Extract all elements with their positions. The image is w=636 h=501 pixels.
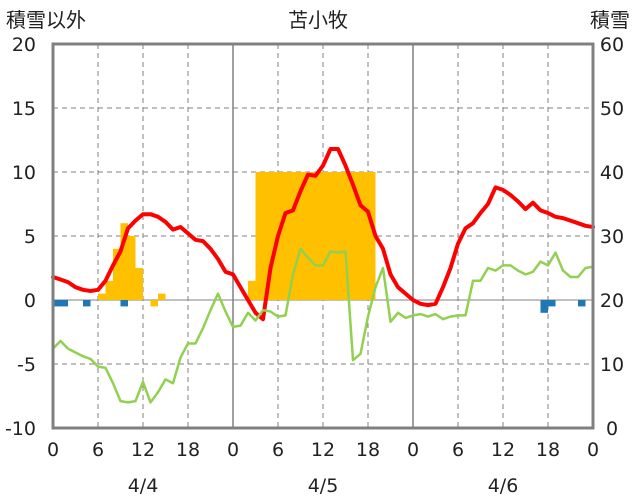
green-series-line bbox=[51, 247, 595, 404]
right-y-tick-label: 0 bbox=[606, 418, 618, 440]
snow-bar bbox=[315, 172, 323, 300]
right-axis-label: 積雪 bbox=[590, 8, 630, 32]
right-y-tick-label: 30 bbox=[600, 226, 624, 248]
snow-bar bbox=[345, 172, 353, 300]
x-tick-label: 12 bbox=[491, 439, 515, 461]
snow-depth-bars bbox=[98, 172, 376, 307]
snow-bar bbox=[113, 248, 121, 300]
x-tick-label: 0 bbox=[587, 439, 599, 461]
right-y-ticks: 60 50 40 30 20 10 0 bbox=[600, 34, 624, 440]
right-y-tick-label: 50 bbox=[600, 98, 624, 120]
red-series-line bbox=[51, 147, 595, 322]
chart-title: 苫小牧 bbox=[288, 8, 348, 32]
left-axis-label: 積雪以外 bbox=[6, 8, 86, 32]
snow-bar bbox=[308, 172, 316, 300]
precip-bar bbox=[53, 300, 61, 307]
left-y-ticks: 20 15 10 5 0 -5 -10 bbox=[5, 34, 36, 440]
x-tick-label: 0 bbox=[47, 439, 59, 461]
snow-bar bbox=[135, 268, 143, 300]
x-tick-label: 6 bbox=[92, 439, 104, 461]
snow-bar bbox=[330, 172, 338, 300]
precip-bar bbox=[120, 300, 128, 307]
plot-frame bbox=[51, 42, 595, 430]
right-y-tick-label: 60 bbox=[600, 34, 624, 56]
left-y-tick-label: 5 bbox=[24, 226, 36, 248]
left-y-tick-label: -5 bbox=[17, 354, 36, 376]
x-tick-label: 6 bbox=[452, 439, 464, 461]
snow-bar bbox=[293, 172, 301, 300]
x-tick-label: 6 bbox=[272, 439, 284, 461]
x-ticks: 0 6 12 18 0 6 12 18 0 6 12 18 0 bbox=[47, 439, 599, 461]
snow-bar bbox=[248, 280, 256, 300]
right-y-tick-label: 40 bbox=[600, 162, 624, 184]
snow-bar bbox=[158, 293, 166, 300]
x-tick-label: 12 bbox=[311, 439, 335, 461]
precip-bar bbox=[540, 300, 548, 313]
left-y-tick-label: 15 bbox=[12, 98, 36, 120]
frame-border bbox=[51, 42, 595, 430]
snow-bar bbox=[323, 172, 331, 300]
snow-bar bbox=[278, 172, 286, 300]
x-tick-label: 18 bbox=[176, 439, 200, 461]
snow-bar bbox=[270, 172, 278, 300]
precip-bar bbox=[60, 300, 68, 307]
right-y-tick-label: 20 bbox=[600, 290, 624, 312]
x-tick-label: 18 bbox=[356, 439, 380, 461]
precip-bar bbox=[83, 300, 91, 307]
snow-bar bbox=[128, 236, 136, 300]
precipitation-bars bbox=[53, 300, 586, 313]
left-y-tick-label: -10 bbox=[5, 418, 36, 440]
snow-bar bbox=[120, 223, 128, 300]
snow-bar bbox=[150, 300, 158, 307]
left-y-tick-label: 20 bbox=[12, 34, 36, 56]
snow-bar bbox=[285, 172, 293, 300]
snow-bar bbox=[263, 172, 271, 300]
snow-bar bbox=[98, 293, 106, 300]
left-y-tick-label: 0 bbox=[24, 290, 36, 312]
x-tick-label: 0 bbox=[407, 439, 419, 461]
snow-bar bbox=[368, 172, 376, 300]
snow-bar bbox=[105, 280, 113, 300]
date-label: 4/5 bbox=[308, 475, 339, 497]
snow-bar bbox=[338, 172, 346, 300]
date-label: 4/4 bbox=[128, 475, 159, 497]
precip-bar bbox=[578, 300, 586, 307]
x-tick-label: 18 bbox=[536, 439, 560, 461]
x-tick-label: 12 bbox=[131, 439, 155, 461]
date-label: 4/6 bbox=[488, 475, 519, 497]
left-y-tick-label: 10 bbox=[12, 162, 36, 184]
snow-bar bbox=[360, 172, 368, 300]
snow-bar bbox=[300, 172, 308, 300]
date-labels: 4/4 4/5 4/6 bbox=[128, 475, 519, 497]
snow-bar bbox=[255, 172, 263, 300]
snow-bar bbox=[353, 172, 361, 300]
x-tick-label: 0 bbox=[227, 439, 239, 461]
right-y-tick-label: 10 bbox=[600, 354, 624, 376]
precip-bar bbox=[548, 300, 556, 307]
